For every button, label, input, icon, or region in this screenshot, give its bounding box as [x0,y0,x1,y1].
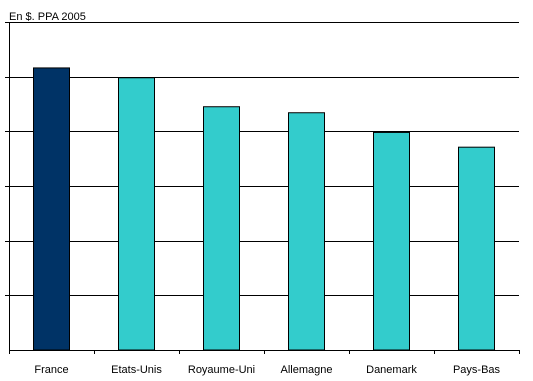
x-tick-label: Allemagne [281,364,333,376]
bar-allemagne [288,112,325,351]
bar-etats-unis [118,77,155,351]
bars [33,67,495,351]
bar-danemark [373,131,410,351]
gridlines [9,22,519,296]
bar-royaume-uni [203,106,240,351]
x-tick-label: Etats-Unis [111,364,162,376]
x-tick-label: Royaume-Uni [188,364,255,376]
chart-unit-label: En $. PPA 2005 [9,11,86,23]
x-tick-label: Pays-Bas [453,364,501,376]
x-tick-label: France [34,364,68,376]
bar-pays-bas [458,146,495,351]
x-tick-label: Danemark [366,364,417,376]
x-tick-labels: France Etats-Unis Royaume-Uni Allemagne Dane… [34,364,500,376]
axes [5,22,520,354]
bar-france [33,67,70,351]
